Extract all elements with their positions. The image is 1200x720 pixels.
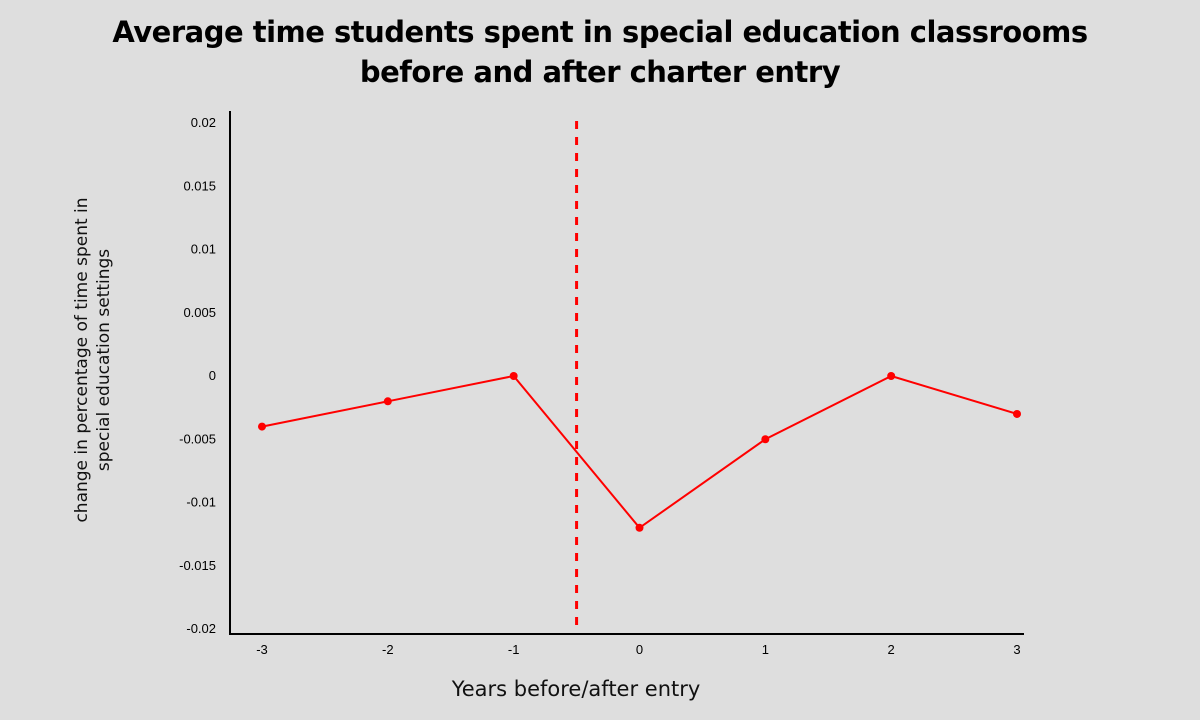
y-tick-label: 0 [209,368,216,383]
data-point [258,422,266,431]
x-tick-label: -2 [382,642,394,657]
x-tick-label: 1 [762,642,769,657]
y-tick-label: 0.01 [191,242,216,257]
data-point [509,372,518,380]
y-tick-label: 0.02 [191,115,216,130]
y-axis-tick-labels: 0.02 0.015 0.01 0.005 0 -0.005 -0.01 -0.015 -0.0… [179,115,216,636]
data-series-points [258,372,1021,532]
data-series-line [261,374,1018,530]
data-point [887,372,896,380]
chart-title: Average time students spent in special e… [0,12,1200,92]
chart-title-line-2: before and after charter entry [359,55,841,89]
x-tick-label: 3 [1013,642,1020,657]
y-tick-label: 0.015 [183,178,216,193]
x-tick-label: 0 [636,642,643,657]
x-axis-title: Years before/after entry [451,677,701,701]
data-point [761,435,770,444]
data-point [635,523,644,532]
y-tick-label: 0.005 [183,305,216,320]
y-tick-label: -0.005 [179,431,216,446]
x-tick-label: -1 [508,642,520,657]
y-tick-label: -0.02 [186,621,216,636]
data-point [383,397,392,406]
x-axis-tick-labels: -3 -2 -1 0 1 2 3 [256,642,1020,657]
y-axis-title-line-1: change in percentage of time spent in [72,197,92,522]
data-point [1013,409,1021,418]
y-tick-label: -0.01 [186,495,216,510]
y-axis-title-line-2: special education settings [94,249,114,471]
y-tick-label: -0.015 [179,558,216,573]
chart-title-line-1: Average time students spent in special e… [112,15,1088,49]
x-tick-label: -3 [256,642,268,657]
y-axis-title: change in percentage of time spent in sp… [72,197,114,522]
x-tick-label: 2 [888,642,895,657]
